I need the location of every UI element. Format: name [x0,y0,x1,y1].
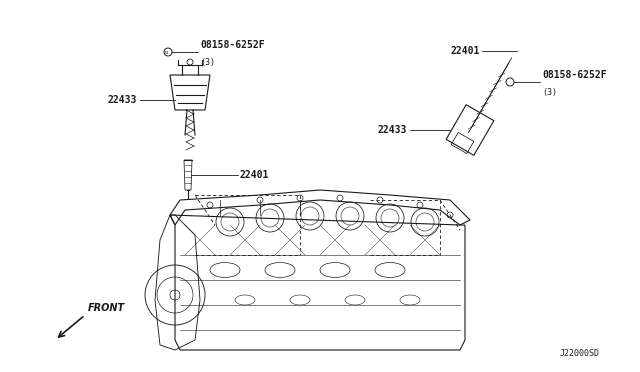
Text: (3): (3) [200,58,215,67]
Text: 08158-6252F: 08158-6252F [200,40,264,50]
Text: 22433: 22433 [378,125,407,135]
Text: 22401: 22401 [240,170,269,180]
Text: J22000SD: J22000SD [560,349,600,358]
Text: 22401: 22401 [450,46,479,57]
Text: 22433: 22433 [108,95,137,105]
Text: o: o [164,49,168,55]
Text: 08158-6252F: 08158-6252F [542,70,607,80]
Text: FRONT: FRONT [88,303,125,313]
Text: (3): (3) [542,88,557,97]
